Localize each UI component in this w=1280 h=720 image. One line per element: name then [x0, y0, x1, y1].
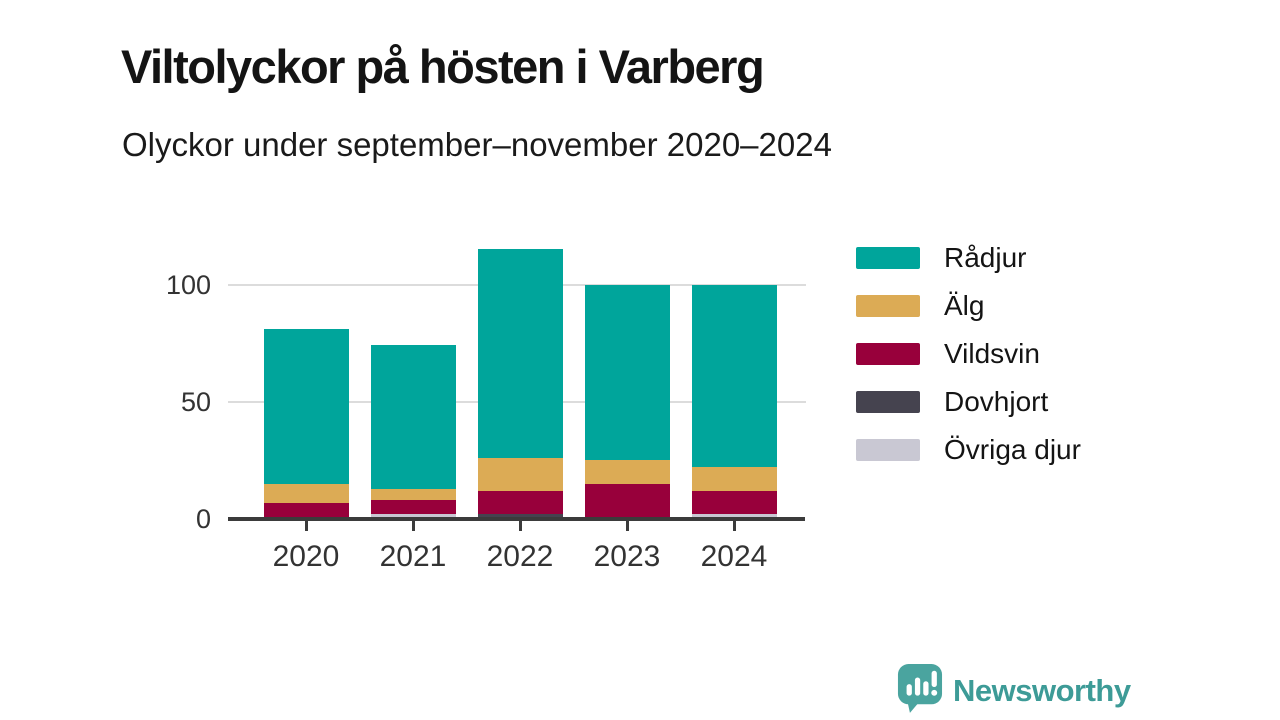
legend-label: Övriga djur — [944, 434, 1081, 465]
bar-segment-2020 — [263, 329, 349, 484]
bar-segment-2021 — [370, 500, 456, 515]
legend-swatch — [856, 391, 920, 413]
bar-segment-2020 — [263, 483, 349, 503]
legend-item: Rådjur — [856, 242, 1081, 273]
legend-swatch — [856, 247, 920, 269]
bar-segment-2024 — [691, 490, 777, 515]
legend-item: Älg — [856, 290, 1081, 321]
newsworthy-logo-icon — [897, 662, 943, 719]
x-tick-label: 2022 — [486, 540, 554, 573]
bar-segment-2023 — [584, 483, 670, 519]
brand-name: Newsworthy — [953, 672, 1131, 708]
chart-title: Viltolyckor på hösten i Varberg — [121, 40, 765, 94]
legend-swatch — [856, 343, 920, 365]
bar-segment-2022 — [477, 458, 563, 491]
x-tick-label: 2020 — [272, 540, 340, 573]
bar-segment-2022 — [477, 490, 563, 515]
bar-segment-2024 — [691, 284, 777, 468]
legend-label: Vildsvin — [944, 338, 1040, 369]
legend-item: Övriga djur — [856, 434, 1081, 465]
bar-segment-2022 — [477, 249, 563, 459]
legend-label: Dovhjort — [944, 386, 1049, 417]
x-tick-mark — [519, 521, 522, 531]
chart-subtitle: Olyckor under september–november 2020–20… — [122, 126, 832, 163]
bar-segment-2021 — [370, 514, 456, 519]
bar-segment-2024 — [691, 467, 777, 491]
legend-item: Dovhjort — [856, 386, 1081, 417]
x-tick-mark — [412, 521, 415, 531]
x-tick-mark — [626, 521, 629, 531]
legend-label: Älg — [944, 290, 985, 321]
x-tick-mark — [733, 521, 736, 531]
brand-footer: Newsworthy — [897, 662, 1131, 719]
bar-segment-2023 — [584, 460, 670, 484]
bar-segment-2020 — [263, 502, 349, 519]
bar-segment-2021 — [370, 345, 456, 489]
legend-swatch — [856, 295, 920, 317]
y-tick-label: 50 — [180, 386, 211, 417]
bar-segment-2021 — [370, 488, 456, 501]
y-tick-label: 0 — [195, 504, 211, 534]
legend: Rådjur Älg Vildsvin Dovhjort Övriga djur — [856, 242, 1081, 465]
y-tick-label: 100 — [165, 269, 211, 300]
bar-segment-2024 — [691, 514, 777, 519]
x-axis-line — [228, 517, 805, 521]
x-tick-label: 2021 — [379, 540, 447, 573]
bar-segment-2022 — [477, 514, 563, 519]
x-tick-label: 2023 — [593, 540, 661, 573]
legend-swatch — [856, 439, 920, 461]
legend-item: Vildsvin — [856, 338, 1081, 369]
bar-segment-2023 — [584, 284, 670, 461]
legend-label: Rådjur — [944, 242, 1027, 273]
x-tick-mark — [305, 521, 308, 531]
x-tick-label: 2024 — [700, 540, 768, 573]
